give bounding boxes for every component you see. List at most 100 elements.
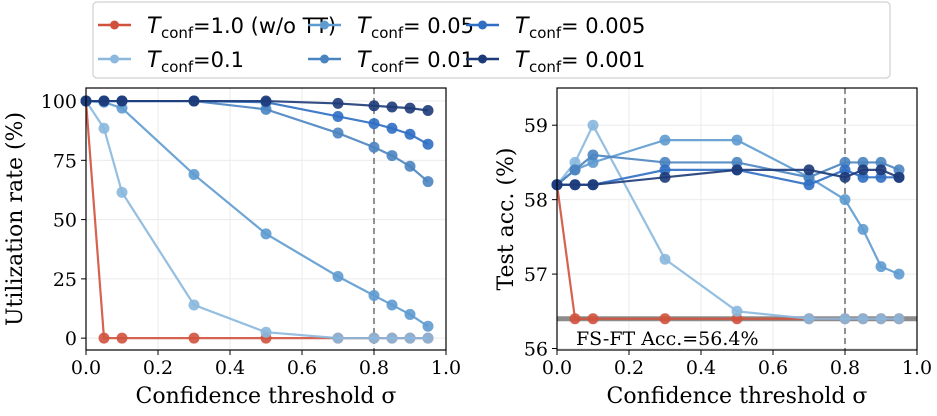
- x-tick-label: 0.6: [287, 357, 317, 379]
- data-point: [188, 95, 200, 107]
- y-tick-label: 59: [524, 115, 548, 137]
- legend-value: = 0.05: [403, 14, 474, 38]
- legend-value: = 0.005: [561, 14, 645, 38]
- data-point: [893, 268, 905, 280]
- data-point: [332, 332, 344, 344]
- y-axis-label: Utilization rate (%): [3, 112, 28, 326]
- series-line: [556, 139, 900, 276]
- series-t0005: [80, 95, 434, 150]
- data-point: [188, 169, 200, 181]
- legend-value: =0.1: [193, 48, 244, 72]
- legend-symbol: T: [357, 14, 372, 39]
- legend-subscript: conf: [161, 58, 194, 76]
- data-point: [659, 253, 671, 265]
- data-point: [659, 171, 671, 183]
- data-point: [98, 95, 110, 107]
- data-point: [422, 176, 434, 188]
- axes-frame: [85, 87, 447, 351]
- data-point: [587, 149, 599, 161]
- data-point: [332, 97, 344, 109]
- y-tick-label: 50: [53, 210, 77, 232]
- legend-marker: [110, 54, 119, 64]
- series-t001: [80, 95, 434, 188]
- data-point: [803, 164, 815, 176]
- legend-subscript: conf: [371, 24, 404, 42]
- legend-subscript: conf: [161, 24, 194, 42]
- legend-symbol: T: [147, 48, 162, 73]
- data-point: [368, 141, 380, 153]
- data-point: [404, 128, 416, 140]
- series-t005: [80, 95, 434, 332]
- series-t01: [551, 119, 905, 325]
- x-tick-label: 0.2: [143, 357, 173, 379]
- y-tick-label: 58: [524, 190, 548, 212]
- data-point: [260, 228, 272, 240]
- y-tick-label: 57: [524, 264, 548, 286]
- baseline-label: FS-FT Acc.=56.4%: [576, 328, 759, 350]
- legend-marker: [320, 54, 329, 64]
- data-point: [368, 289, 380, 301]
- utilization-chart: 0.0 0.2 0.4 0.6 0.8 1.0 0 25 50 75 100 Confidence t…: [3, 87, 461, 409]
- x-tick-label: 0.6: [758, 357, 788, 379]
- data-point: [260, 326, 272, 338]
- legend-marker: [478, 54, 487, 64]
- legend-symbol: T: [357, 48, 372, 73]
- data-point: [731, 164, 743, 176]
- data-point: [368, 118, 380, 130]
- data-point: [386, 101, 398, 113]
- series-line: [556, 122, 899, 320]
- series-t0001: [80, 95, 434, 117]
- data-point: [857, 223, 869, 235]
- data-point: [569, 313, 581, 325]
- data-point: [875, 313, 887, 325]
- data-point: [839, 171, 851, 183]
- data-point: [386, 122, 398, 134]
- data-point: [188, 299, 200, 311]
- data-point: [659, 313, 671, 325]
- x-tick-label: 0.8: [830, 357, 860, 379]
- x-tick-label: 0.4: [215, 357, 245, 379]
- series-line: [85, 99, 429, 328]
- data-point: [875, 261, 887, 273]
- series-t0001: [551, 164, 905, 191]
- y-axis-label: Test acc. (%): [494, 148, 519, 291]
- data-point: [803, 179, 815, 191]
- data-point: [857, 313, 869, 325]
- x-tick-label: 0.0: [71, 357, 101, 379]
- series-line: [557, 168, 900, 186]
- legend-marker: [478, 20, 487, 30]
- data-point: [404, 160, 416, 172]
- data-point: [98, 122, 110, 134]
- series-t005: [551, 134, 905, 280]
- data-point: [188, 332, 200, 344]
- data-point: [116, 332, 128, 344]
- data-point: [368, 332, 380, 344]
- legend-subscript: conf: [371, 58, 404, 76]
- data-point: [116, 95, 128, 107]
- legend-value: = 0.01: [403, 48, 474, 72]
- data-point: [422, 332, 434, 344]
- series-line: [86, 99, 429, 112]
- legend-symbol: T: [147, 14, 162, 39]
- x-tick-label: 1.0: [431, 357, 461, 379]
- legend-symbol: T: [515, 48, 530, 73]
- series-t0005: [551, 164, 905, 191]
- y-tick-label: 56: [524, 339, 548, 361]
- data-point: [98, 332, 110, 344]
- data-point: [332, 270, 344, 282]
- x-tick-label: 0.8: [359, 357, 389, 379]
- data-point: [731, 134, 743, 146]
- legend-symbol: T: [515, 14, 530, 39]
- data-point: [422, 105, 434, 117]
- series-line: [86, 99, 429, 183]
- data-point: [875, 164, 887, 176]
- data-point: [404, 308, 416, 320]
- series-t01: [80, 95, 434, 344]
- data-point: [839, 313, 851, 325]
- data-point: [332, 110, 344, 122]
